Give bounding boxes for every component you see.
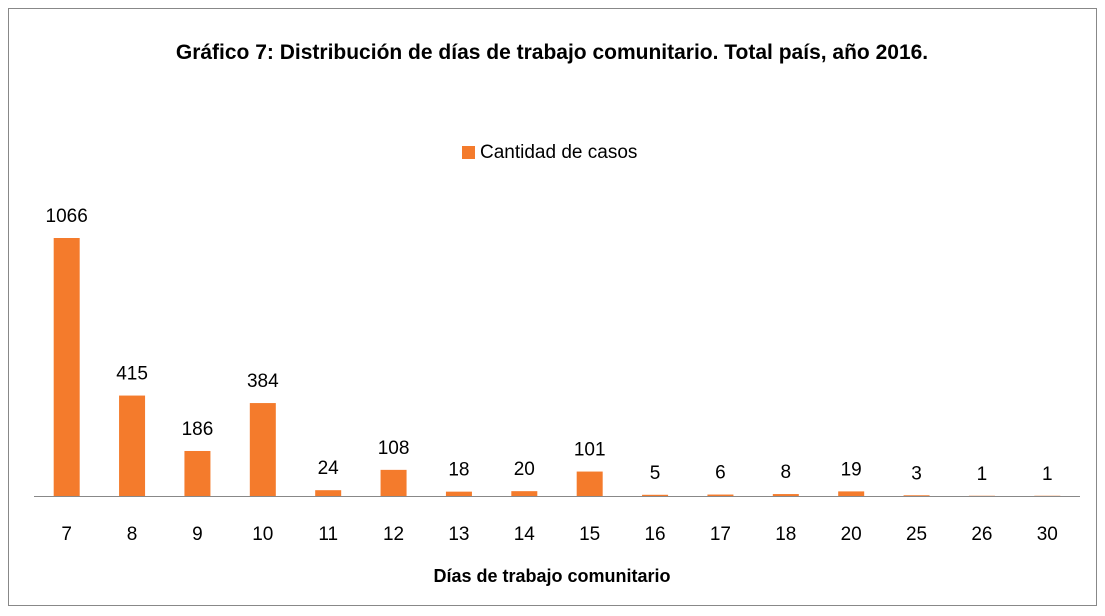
x-tick-label: 26: [971, 524, 992, 545]
bar: [53, 238, 80, 496]
chart-frame: [8, 8, 1097, 606]
data-label: 19: [841, 459, 862, 480]
bar: [249, 403, 276, 496]
x-tick-label: 14: [514, 524, 536, 545]
x-tick-label: 10: [252, 524, 273, 545]
x-tick-label: 30: [1037, 524, 1058, 545]
x-tick-label: 17: [710, 524, 731, 545]
data-label: 6: [715, 463, 726, 484]
x-tick-label: 15: [579, 524, 600, 545]
bar: [445, 491, 472, 496]
data-label: 24: [318, 458, 340, 479]
bar: [838, 491, 865, 496]
data-label: 5: [650, 463, 661, 484]
x-tick-label: 25: [906, 524, 927, 545]
chart-title: Gráfico 7: Distribución de días de traba…: [175, 41, 929, 64]
x-tick-label: 12: [383, 524, 404, 545]
legend-swatch: [462, 146, 475, 159]
bar: [380, 469, 407, 496]
bar: [903, 495, 930, 496]
data-label: 3: [911, 463, 922, 484]
bar: [315, 490, 342, 496]
x-axis-title: Días de trabajo comunitario: [433, 566, 670, 586]
bar: [184, 450, 211, 496]
bar: [642, 494, 669, 496]
data-label: 1066: [46, 206, 88, 227]
data-label: 1: [977, 464, 988, 485]
x-tick-label: 7: [61, 524, 72, 545]
x-tick-label: 9: [192, 524, 203, 545]
data-label: 186: [182, 419, 214, 440]
data-label: 108: [378, 438, 410, 459]
data-label: 415: [116, 364, 148, 385]
x-tick-label: 8: [127, 524, 138, 545]
bar: [511, 491, 538, 496]
bar: [707, 494, 734, 496]
x-tick-label: 16: [644, 524, 665, 545]
data-label: 101: [574, 440, 606, 461]
x-tick-label: 20: [841, 524, 862, 545]
data-label: 384: [247, 371, 279, 392]
legend-label: Cantidad de casos: [480, 142, 637, 163]
bar: [119, 395, 146, 496]
data-label: 1: [1042, 464, 1053, 485]
x-tick-label: 18: [775, 524, 796, 545]
bar: [772, 494, 799, 496]
bar: [576, 471, 603, 496]
data-label: 20: [514, 459, 535, 480]
data-label: 18: [448, 460, 469, 481]
x-tick-label: 11: [318, 524, 338, 545]
data-label: 8: [781, 462, 792, 483]
x-tick-label: 13: [448, 524, 469, 545]
